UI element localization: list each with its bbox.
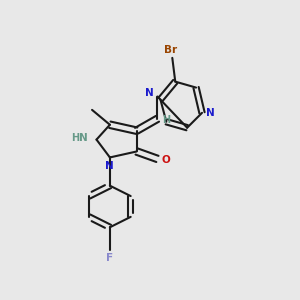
Text: N: N (106, 161, 114, 171)
Text: O: O (161, 155, 170, 165)
Text: N: N (206, 108, 215, 118)
Text: H: H (162, 115, 170, 125)
Text: H: H (71, 133, 79, 143)
Text: N: N (79, 133, 88, 143)
Text: F: F (106, 254, 113, 263)
Text: Br: Br (164, 44, 177, 55)
Text: N: N (145, 88, 154, 98)
